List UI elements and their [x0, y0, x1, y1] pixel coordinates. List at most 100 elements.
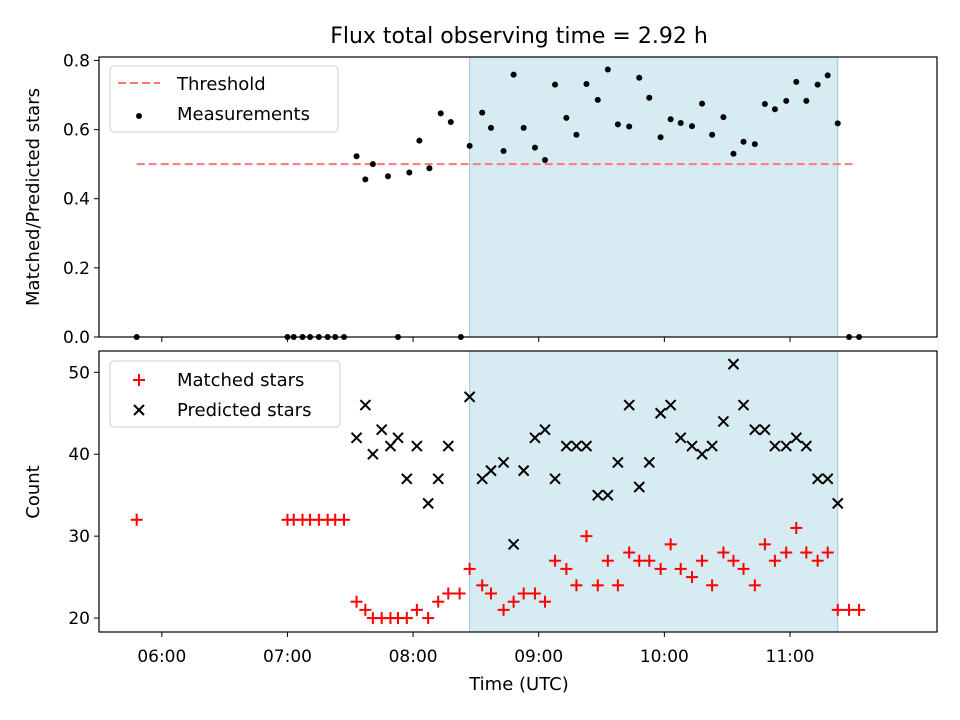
matched-stars-point: [674, 562, 687, 575]
matched-stars-point: [422, 612, 435, 625]
bottom-y-tick-label: 20: [68, 609, 90, 629]
predicted-stars-point: [832, 497, 844, 510]
predicted-stars-point: [790, 432, 802, 444]
matched-stars-point: [337, 513, 350, 526]
bottom-observing-window: [469, 350, 839, 633]
predicted-stars-point: [422, 497, 434, 510]
measurements-point: [814, 81, 821, 88]
measurements-legend-swatch: [136, 113, 142, 119]
matched-stars-point: [664, 538, 677, 551]
predicted-stars-point: [529, 432, 541, 444]
predicted-stars-point: [350, 432, 363, 444]
measurements-point: [646, 94, 653, 101]
measurements-point: [626, 123, 633, 130]
matched-stars-point: [432, 595, 445, 608]
predicted-stars-point: [602, 489, 614, 501]
predicted-stars-point: [401, 473, 413, 485]
top-y-tick-label: 0.0: [63, 328, 90, 348]
predicted-stars-point: [727, 358, 740, 370]
measurements-point: [783, 97, 790, 104]
predicted-stars-point: [737, 399, 750, 411]
predicted-stars-point: [643, 456, 655, 469]
predicted-stars-point: [717, 415, 730, 428]
predicted-stars-point: [476, 473, 488, 485]
measurements-point: [520, 124, 527, 131]
x-tick-label: 07:00: [263, 647, 312, 667]
matched-stars-point: [831, 603, 844, 616]
matched-stars-point: [601, 554, 614, 567]
matched-stars-point: [758, 538, 771, 551]
measurements-point: [353, 153, 360, 160]
predicted-stars-point: [592, 489, 604, 501]
top-axes-frame: [98, 56, 938, 338]
matched-stars-legend-swatch: [133, 374, 145, 386]
bottom-axes-frame: [98, 350, 938, 633]
predicted-stars-point: [432, 473, 444, 485]
predicted-stars-point: [800, 440, 813, 452]
predicted-stars-point: [375, 423, 388, 436]
x-tick-label: 10:00: [640, 647, 689, 667]
predicted-stars-point: [759, 423, 771, 436]
measurements-point: [667, 116, 674, 123]
predicted-stars-point: [485, 464, 497, 477]
measurements-point: [689, 123, 696, 130]
predicted-stars-point: [580, 440, 593, 452]
chart-title: Flux total observing time = 2.92 h: [330, 24, 708, 49]
bottom-legend: Matched stars Predicted stars: [109, 360, 341, 428]
measurements-point: [369, 161, 376, 168]
matched-stars-point: [580, 530, 593, 543]
matched-stars-point: [717, 546, 730, 559]
matched-stars-point: [706, 579, 719, 592]
matched-stars-point: [611, 579, 624, 592]
predicted-stars-point: [497, 456, 510, 469]
predicted-stars-point: [367, 448, 379, 460]
measurements-point: [677, 120, 684, 127]
predicted-stars-point: [623, 399, 635, 411]
bottom-legend-frame: [109, 360, 341, 428]
bottom-y-tick-label: 30: [68, 527, 90, 547]
matched-stars-point: [497, 603, 510, 616]
top-legend-frame: [109, 65, 339, 133]
predicted-stars-point: [633, 481, 645, 493]
measurements-legend-label: Measurements: [177, 104, 310, 125]
measurements-point: [740, 138, 747, 145]
measurements-point: [657, 134, 664, 141]
matched-stars-point: [633, 554, 646, 567]
measurements-point: [437, 110, 444, 117]
bottom-y-tick-label: 40: [68, 445, 90, 465]
matched-stars-point: [780, 546, 793, 559]
predicted-stars-point: [821, 473, 834, 485]
measurements-point: [500, 148, 507, 155]
measurements-point: [563, 114, 570, 121]
top-panel: 0.0 0.2 0.4 0.6 0.8: [63, 51, 938, 348]
matched-stars-point: [686, 571, 699, 584]
matched-stars-point: [727, 554, 740, 567]
measurements-point: [510, 71, 517, 78]
predicted-stars-point: [780, 440, 792, 452]
matched-stars-point: [643, 554, 656, 567]
predicted-stars-point: [392, 432, 404, 444]
measurements-point: [416, 137, 423, 144]
matched-stars-point: [463, 562, 476, 575]
measurements-point: [531, 144, 538, 151]
x-tick-label: 09:00: [514, 647, 563, 667]
bottom-ylabel: Count: [23, 465, 44, 518]
predicted-stars-point: [442, 440, 454, 452]
predicted-stars-point: [769, 440, 781, 452]
matched-stars-point: [442, 587, 455, 600]
predicted-stars-point: [359, 399, 372, 411]
measurements-point: [751, 141, 758, 148]
top-observing-window: [469, 56, 839, 338]
matched-stars-point: [517, 587, 530, 600]
matched-stars-point: [811, 554, 824, 567]
top-y-tick-label: 0.6: [63, 121, 90, 141]
predicted-stars-legend-swatch: [133, 404, 145, 416]
matched-stars-point: [410, 603, 423, 616]
top-y-tick-label: 0.4: [63, 190, 90, 210]
matched-stars-point: [800, 546, 813, 559]
measurements-point: [542, 157, 549, 164]
top-ylabel: Matched/Predicted stars: [23, 88, 44, 306]
predicted-stars-point: [749, 423, 761, 436]
matched-stars-point: [768, 554, 781, 567]
predicted-stars-point: [517, 464, 530, 477]
